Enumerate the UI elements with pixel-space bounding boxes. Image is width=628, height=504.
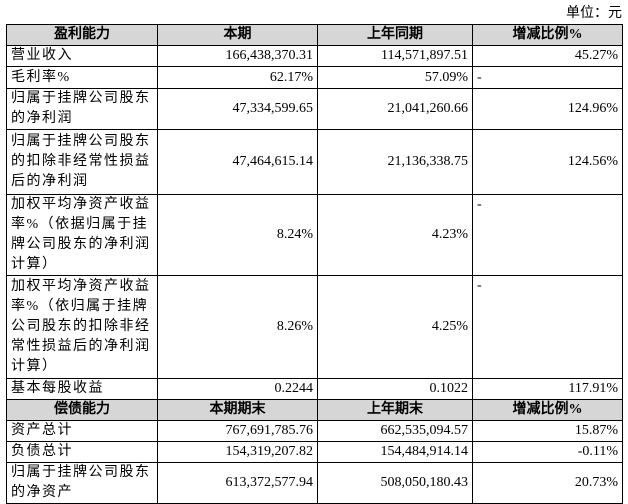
header-row: 偿债能力 本期期末 上年期末 增减比例% [6,399,623,421]
value-cell: 767,691,785.76 [157,420,318,442]
row-label: 营业收入 [6,45,158,67]
data-row: 资产总计 767,691,785.76 662,535,094.57 15.87% [6,420,623,442]
value-cell: 4.25% [317,275,473,379]
value-cell: 20.73% [472,462,623,504]
value-cell: 124.96% [472,88,623,130]
value-cell: 47,464,615.14 [157,129,318,195]
data-row: 基本每股收益 0.2244 0.1022 117.91% [6,378,623,400]
data-row: 归属于挂牌公司股东的净资产 613,372,577.94 508,050,180.4… [6,462,623,504]
data-row: 毛利率% 62.17% 57.09% - [6,66,623,89]
data-row: 负债总计 154,319,207.82 154,484,914.14 -0.11% [6,441,623,463]
data-row: 营业收入 166,438,370.31 114,571,897.51 45.27% [6,45,623,67]
value-cell: 15.87% [472,420,623,442]
value-cell: 21,041,260.66 [317,88,473,130]
row-label: 加权平均净资产收益率%（依据归属于挂牌公司股东的净利润计算） [6,194,158,276]
value-cell: 8.26% [157,275,318,379]
row-label: 加权平均净资产收益率%（依归属于挂牌公司股东的扣除非经常性损益后的净利润计算） [6,275,158,379]
value-cell: 21,136,338.75 [317,129,473,195]
value-cell: 0.2244 [157,378,318,400]
value-cell: 613,372,577.94 [157,462,318,504]
data-row: 归属于挂牌公司股东的扣除非经常性损益后的净利润 47,464,615.14 21,1… [6,129,623,195]
row-label: 毛利率% [6,66,158,89]
value-cell: - [472,66,623,89]
value-cell: 508,050,180.43 [317,462,473,504]
row-label: 归属于挂牌公司股东的扣除非经常性损益后的净利润 [6,129,158,195]
header-cell: 本期期末 [157,399,318,421]
header-cell: 增减比例% [472,24,623,46]
value-cell: 8.24% [157,194,318,276]
row-label: 资产总计 [6,420,158,442]
row-label: 归属于挂牌公司股东的净资产 [6,462,158,504]
header-cell: 偿债能力 [6,399,158,421]
value-cell: 154,319,207.82 [157,441,318,463]
data-row: 加权平均净资产收益率%（依归属于挂牌公司股东的扣除非经常性损益后的净利润计算） 8… [6,275,623,379]
value-cell: - [472,275,623,379]
data-row: 加权平均净资产收益率%（依据归属于挂牌公司股东的净利润计算） 8.24% 4.23%… [6,194,623,276]
financial-table: 盈利能力 本期 上年同期 增减比例% 营业收入 166,438,370.31 114,571… [6,24,623,504]
value-cell: 62.17% [157,66,318,89]
value-cell: 117.91% [472,378,623,400]
value-cell: 114,571,897.51 [317,45,473,67]
value-cell: 124.56% [472,129,623,195]
value-cell: -0.11% [472,441,623,463]
row-label: 归属于挂牌公司股东的净利润 [6,88,158,130]
header-cell: 上年同期 [317,24,473,46]
value-cell: 57.09% [317,66,473,89]
value-cell: 166,438,370.31 [157,45,318,67]
header-cell: 上年期末 [317,399,473,421]
header-cell: 本期 [157,24,318,46]
row-label: 基本每股收益 [6,378,158,400]
value-cell: 0.1022 [317,378,473,400]
value-cell: 662,535,094.57 [317,420,473,442]
unit-label: 单位：元 [566,6,622,21]
header-cell: 盈利能力 [6,24,158,46]
value-cell: 47,334,599.65 [157,88,318,130]
value-cell: - [472,194,623,276]
value-cell: 4.23% [317,194,473,276]
header-row: 盈利能力 本期 上年同期 增减比例% [6,24,623,46]
value-cell: 45.27% [472,45,623,67]
row-label: 负债总计 [6,441,158,463]
value-cell: 154,484,914.14 [317,441,473,463]
header-cell: 增减比例% [472,399,623,421]
data-row: 归属于挂牌公司股东的净利润 47,334,599.65 21,041,260.66 1… [6,88,623,130]
